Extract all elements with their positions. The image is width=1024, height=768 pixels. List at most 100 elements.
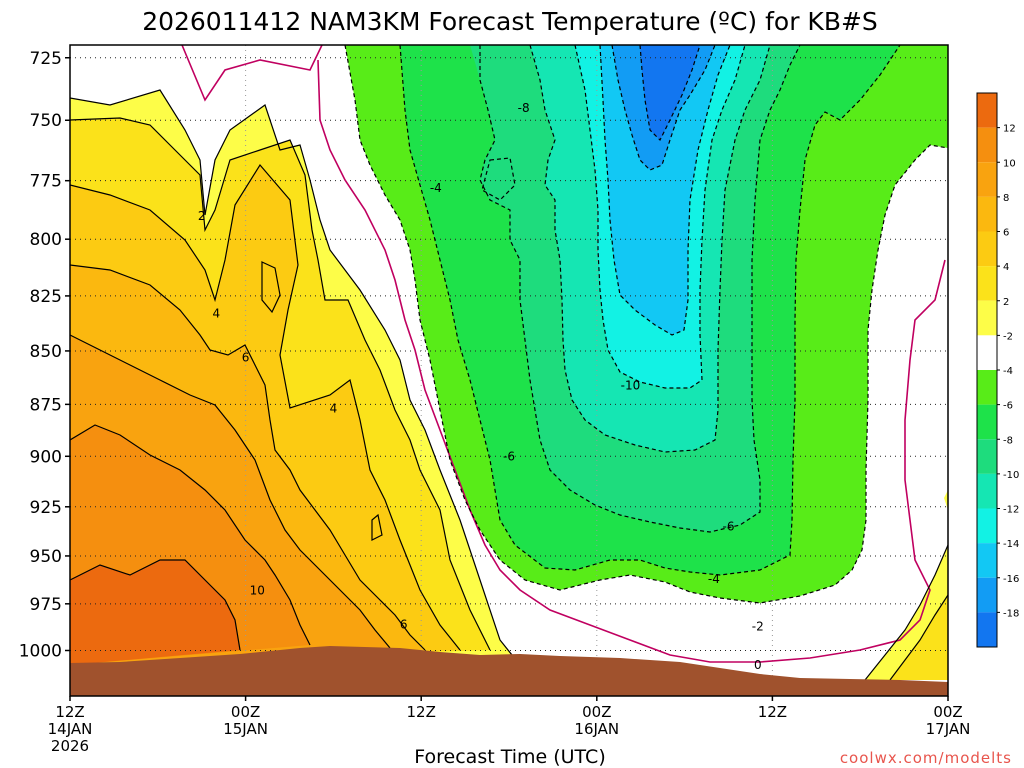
contour-label: -4 [430, 181, 442, 195]
contour-6c [70, 163, 461, 651]
colorbar-swatch [977, 543, 997, 578]
contour-label: 10 [250, 584, 265, 598]
contour-8c-island [261, 261, 281, 314]
x-tick-label: 12Z [407, 703, 436, 721]
cold-region-minus16c [640, 45, 700, 140]
x-axis-title: Forecast Time (UTC) [414, 746, 605, 768]
terrain-ground [70, 646, 948, 696]
contour-lines [70, 45, 948, 681]
contour-label: -6 [503, 449, 515, 463]
colorbar-swatch [977, 404, 997, 440]
y-tick-label: 725 [30, 49, 62, 69]
y-tick-label: 875 [30, 395, 62, 415]
colorbar-label: -8 [1003, 435, 1013, 446]
x-tick-label: 00Z [933, 703, 962, 721]
plot-border [69, 44, 949, 697]
colorbar-label: -2 [1003, 331, 1013, 342]
right-edge-warm-4c [890, 595, 948, 680]
contour-label: 2 [198, 209, 206, 223]
plot-area: 2 4 6 4 10 6 -8 -4 -10 -6 -6 -4 -2 0 [70, 45, 948, 696]
colorbar-label: 10 [1003, 158, 1016, 169]
colorbar-swatch [977, 577, 997, 613]
contour-10c [70, 334, 391, 649]
contour-0c [181, 45, 946, 663]
colorbar-swatch [977, 93, 997, 128]
colorbar-swatch [977, 508, 997, 544]
y-tick-label: 800 [30, 230, 62, 250]
colorbar-swatch [977, 196, 997, 232]
contour-label: 4 [330, 402, 338, 416]
warm-region-14c [70, 560, 240, 665]
colorbar-swatch [977, 266, 997, 301]
contour-labels: 2 4 6 4 10 6 -8 -4 -10 -6 -6 -4 -2 0 [198, 101, 764, 672]
x-tick-label: 00Z [582, 703, 611, 721]
grid-lines [70, 45, 948, 696]
x-tick-label: 14JAN [48, 720, 93, 738]
contour-minus4c [399, 45, 901, 576]
contour-label: 4 [213, 307, 221, 321]
right-edge-warm-2c-b [944, 490, 948, 510]
colorbar-swatch [977, 162, 997, 197]
x-tick-label: 12Z [55, 703, 84, 721]
contour-8c [70, 264, 426, 651]
contour-minus12c [599, 45, 731, 336]
colorbar-label: 8 [1003, 193, 1009, 204]
contour-minus16c [639, 45, 701, 142]
contour-2c-right [864, 544, 948, 681]
contour-label: -2 [752, 619, 764, 633]
colorbar-label: -18 [1003, 608, 1019, 619]
contour-minus14c [611, 45, 716, 171]
colorbar-label: -12 [1003, 505, 1019, 516]
contour-minus2c [344, 45, 948, 604]
contour-label: 0 [754, 658, 762, 672]
contour-minus6c-island [481, 157, 516, 201]
colorbar-label: 2 [1003, 297, 1009, 308]
colorbar-swatch [977, 300, 997, 336]
colorbar-label: 12 [1003, 124, 1016, 135]
y-tick-label: 900 [30, 447, 62, 467]
colorbar-swatch [977, 439, 997, 474]
colorbar-label: -4 [1003, 366, 1013, 377]
x-tick-label: 2026 [51, 737, 89, 755]
colorbar-label: 6 [1003, 228, 1009, 239]
colorbar-swatch [977, 127, 997, 163]
y-tick-label: 1000 [19, 641, 62, 661]
contour-minus10c [574, 45, 746, 389]
colorbar-label: 4 [1003, 262, 1009, 273]
x-tick-label: 15JAN [223, 720, 268, 738]
chart-title: 2026011412 NAM3KM Forecast Temperature (… [142, 7, 878, 36]
colorbar-legend: 12 10 8 6 4 2 -2 -4 -6 -8 -10 -12 -14 -16 -18 [976, 92, 1019, 648]
contour-12c [70, 424, 311, 646]
colorbar-swatch [977, 231, 997, 267]
x-tick-label: 16JAN [574, 720, 619, 738]
colorbar-swatch [977, 335, 997, 370]
colorbar-swatch [977, 473, 997, 509]
contour-label: 6 [400, 618, 408, 632]
contour-label: -6 [723, 520, 735, 534]
colorbar-label: -14 [1003, 539, 1019, 550]
y-tick-label: 925 [30, 498, 62, 518]
x-tick-label: 17JAN [926, 720, 971, 738]
contour-2c [70, 89, 521, 666]
y-axis: 725 750 775 800 825 850 875 900 925 950 975 1000 [19, 49, 70, 661]
x-tick-label: 00Z [231, 703, 260, 721]
y-tick-label: 975 [30, 595, 62, 615]
contour-10c-island [371, 513, 383, 541]
y-tick-label: 950 [30, 547, 62, 567]
y-tick-label: 750 [30, 111, 62, 131]
colorbar-swatch [977, 370, 997, 405]
contour-minus6c [479, 45, 801, 533]
contour-label: 6 [242, 350, 250, 364]
contour-label: -10 [621, 378, 641, 392]
colorbar-label: -10 [1003, 470, 1019, 481]
colorbar-label: -16 [1003, 574, 1019, 585]
y-tick-label: 775 [30, 172, 62, 192]
contour-14c [70, 559, 241, 651]
colorbar-label: -6 [1003, 401, 1013, 412]
y-tick-label: 825 [30, 287, 62, 307]
contour-4c [70, 117, 491, 651]
contour-4c-right [889, 594, 948, 681]
contour-label: -8 [518, 101, 530, 115]
y-tick-label: 850 [30, 342, 62, 362]
